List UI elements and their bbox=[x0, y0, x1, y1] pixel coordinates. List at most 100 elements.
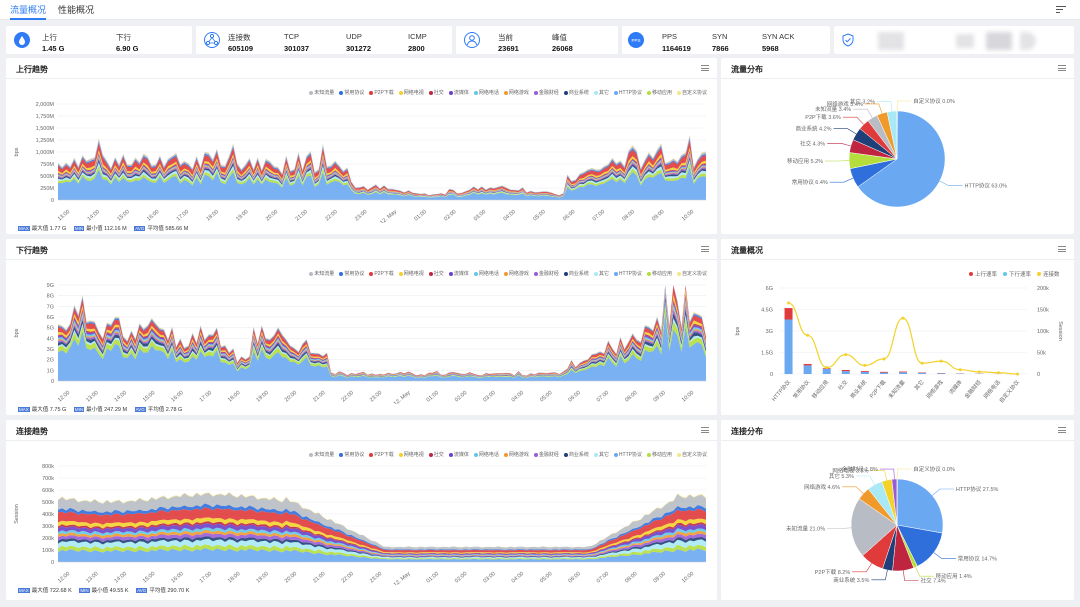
bar-upload[interactable] bbox=[899, 371, 907, 373]
legend-item[interactable]: 网络电视 bbox=[398, 270, 424, 277]
legend-item[interactable]: 社交 bbox=[428, 270, 444, 277]
bar-download[interactable] bbox=[860, 371, 869, 374]
legend-item[interactable]: 流媒体 bbox=[448, 89, 469, 96]
connection-stats: MAX 最大值 722.68 K MIN 最小值 49.55 K AVG 平均值 29… bbox=[18, 586, 195, 594]
pie-slice[interactable] bbox=[857, 110, 946, 208]
legend-item[interactable]: 流媒体 bbox=[448, 270, 469, 277]
line-point[interactable] bbox=[787, 301, 791, 305]
pie-slice[interactable] bbox=[850, 498, 898, 556]
bar-download[interactable] bbox=[899, 372, 907, 374]
bar-upload[interactable] bbox=[879, 371, 888, 373]
connections-value: 605109 bbox=[228, 44, 254, 53]
bar-download[interactable] bbox=[879, 372, 888, 374]
legend-item[interactable]: 未知流量 bbox=[309, 451, 334, 458]
x-tick-label: 07:00 bbox=[596, 390, 610, 403]
legend-item[interactable]: 网络电话 bbox=[473, 89, 499, 96]
pie-label: HTTP协议 27.5% bbox=[956, 485, 999, 493]
bar-download[interactable] bbox=[784, 319, 793, 374]
y-axis-label: bps bbox=[14, 328, 20, 337]
line-point[interactable] bbox=[977, 370, 981, 374]
bar-download[interactable] bbox=[918, 372, 927, 374]
legend-item[interactable]: 常用协议 bbox=[339, 89, 364, 96]
legend-item[interactable]: 网络电话 bbox=[473, 451, 499, 458]
series-area bbox=[58, 312, 706, 381]
legend-item[interactable]: 网络电视 bbox=[398, 451, 424, 458]
bar-upload[interactable] bbox=[841, 369, 850, 372]
legend-item[interactable]: 自定义协议 bbox=[676, 270, 707, 277]
x-tick-label: HTTP协议 bbox=[770, 378, 793, 403]
panel-menu-icon[interactable] bbox=[701, 65, 709, 71]
legend-item[interactable]: HTTP协议 bbox=[613, 451, 642, 458]
line-point[interactable] bbox=[882, 357, 886, 361]
bar-download[interactable] bbox=[841, 371, 850, 374]
panel-menu-icon[interactable] bbox=[701, 246, 709, 252]
legend-item[interactable]: 其它 bbox=[593, 270, 609, 277]
bar-download[interactable] bbox=[937, 373, 946, 374]
x-tick-label: 21:00 bbox=[312, 571, 326, 584]
min-stat: MIN 最小值 247.29 M bbox=[73, 407, 128, 413]
legend-item[interactable]: 网络电视 bbox=[398, 89, 424, 96]
line-point[interactable] bbox=[825, 366, 829, 370]
x-tick-label: 08:00 bbox=[621, 209, 635, 222]
legend-item[interactable]: 商业系统 bbox=[563, 270, 589, 277]
x-tick-label: 19:00 bbox=[255, 390, 269, 403]
tab-performance-overview[interactable]: 性能概况 bbox=[58, 5, 95, 15]
panel-menu-icon[interactable] bbox=[1058, 427, 1066, 433]
line-point[interactable] bbox=[806, 333, 810, 337]
legend-item[interactable]: P2P下载 bbox=[369, 451, 394, 458]
legend-item[interactable]: 其它 bbox=[593, 89, 609, 96]
bar-upload[interactable] bbox=[860, 370, 869, 372]
bar-download[interactable] bbox=[822, 368, 831, 374]
panel-menu-icon[interactable] bbox=[1058, 246, 1066, 252]
legend-item[interactable]: 网络游戏 bbox=[503, 270, 529, 277]
legend-item[interactable]: 未知流量 bbox=[309, 270, 334, 277]
line-point[interactable] bbox=[863, 363, 867, 367]
legend-item[interactable]: 商业系统 bbox=[563, 451, 589, 458]
sort-menu-icon[interactable] bbox=[1056, 6, 1066, 14]
legend-item[interactable]: P2P下载 bbox=[369, 270, 394, 277]
legend-item[interactable]: 金融财经 bbox=[533, 270, 559, 277]
x-tick-label: 23:00 bbox=[369, 571, 383, 584]
label-line bbox=[827, 527, 852, 529]
line-point[interactable] bbox=[996, 371, 1000, 375]
legend-item[interactable]: 常用协议 bbox=[339, 270, 364, 277]
bar-download[interactable] bbox=[803, 365, 812, 374]
tab-traffic-overview[interactable]: 流量概况 bbox=[10, 0, 47, 20]
legend-item[interactable]: 社交 bbox=[428, 451, 444, 458]
legend-item[interactable]: 自定义协议 bbox=[676, 451, 707, 458]
legend-item[interactable]: 网络游戏 bbox=[503, 89, 529, 96]
panel-menu-icon[interactable] bbox=[1058, 65, 1066, 71]
legend-label[interactable]: 连接数 bbox=[1043, 270, 1060, 278]
legend-item[interactable]: 商业系统 bbox=[563, 89, 589, 96]
line-point[interactable] bbox=[939, 359, 943, 363]
traffic-distribution-panel: 流量分布 HTTP协议 63.0% 常用协议 6.4% 移动应用 5.2% 社交 4.… bbox=[721, 58, 1074, 234]
bar-upload[interactable] bbox=[784, 308, 793, 320]
legend-item[interactable]: 社交 bbox=[428, 89, 444, 96]
legend-item[interactable]: 网络电话 bbox=[473, 270, 499, 277]
legend-item[interactable]: 其它 bbox=[593, 451, 609, 458]
bar-upload[interactable] bbox=[803, 363, 812, 366]
line-point[interactable] bbox=[901, 316, 905, 320]
legend-item[interactable]: HTTP协议 bbox=[613, 270, 642, 277]
line-point[interactable] bbox=[920, 361, 924, 365]
legend-item[interactable]: 网络游戏 bbox=[503, 451, 529, 458]
line-point[interactable] bbox=[844, 353, 848, 357]
legend-item[interactable]: 未知流量 bbox=[309, 89, 334, 96]
legend-label[interactable]: 上行速率 bbox=[975, 270, 998, 278]
legend-item[interactable]: P2P下载 bbox=[369, 89, 394, 96]
legend-item[interactable]: 流媒体 bbox=[448, 451, 469, 458]
pie-label: 移动应用 5.2% bbox=[787, 157, 823, 165]
legend-item[interactable]: 移动应用 bbox=[646, 451, 672, 458]
legend-item[interactable]: 金融财经 bbox=[533, 89, 559, 96]
legend-item[interactable]: HTTP协议 bbox=[613, 89, 642, 96]
pie-slice[interactable] bbox=[896, 478, 944, 534]
line-point[interactable] bbox=[958, 368, 962, 372]
legend-item[interactable]: 金融财经 bbox=[533, 451, 559, 458]
legend-item[interactable]: 常用协议 bbox=[339, 451, 364, 458]
panel-menu-icon[interactable] bbox=[701, 427, 709, 433]
legend-label[interactable]: 下行速率 bbox=[1009, 270, 1032, 278]
line-point[interactable] bbox=[1015, 372, 1019, 376]
legend-item[interactable]: 移动应用 bbox=[646, 270, 672, 277]
legend-item[interactable]: 移动应用 bbox=[646, 89, 672, 96]
legend-item[interactable]: 自定义协议 bbox=[676, 89, 707, 96]
